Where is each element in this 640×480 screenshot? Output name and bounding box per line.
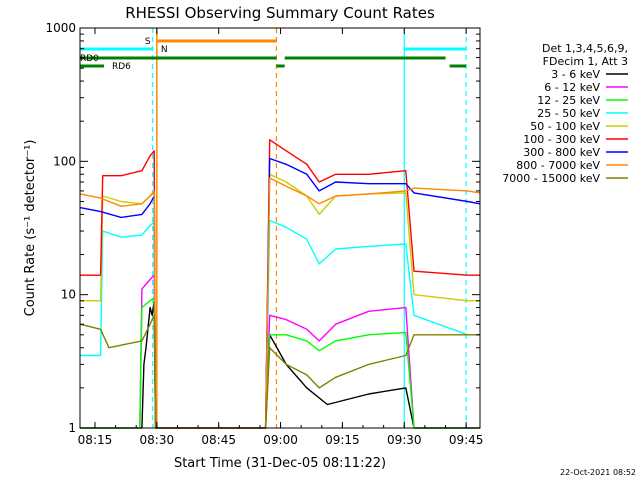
legend-label-6: 300 - 800 keV <box>523 146 600 159</box>
series-line-7 <box>79 177 481 429</box>
x-tick-label-4: 09:15 <box>325 433 360 447</box>
y-tick-label-3: 1000 <box>45 21 76 35</box>
y-axis-label: Count Rate (s⁻¹ detector⁻¹) <box>23 140 38 317</box>
legend-label-7: 800 - 7000 keV <box>516 159 600 172</box>
x-tick-label-5: 09:30 <box>387 433 422 447</box>
plot-frame <box>79 27 481 429</box>
x-axis-ticks: 08:15 08:30 08:45 09:00 09:15 09:30 09:45 <box>78 28 484 447</box>
flag-label-s: S <box>145 37 151 47</box>
y-axis-ticks: 1 10 100 1000 <box>45 21 480 435</box>
y-tick-label-0: 1 <box>68 421 76 435</box>
x-tick-label-3: 09:00 <box>263 433 298 447</box>
legend-header-0: Det 1,3,4,5,6,9, <box>542 42 628 55</box>
series-line-6 <box>79 157 481 429</box>
series-line-1 <box>80 274 480 429</box>
x-axis-label: Start Time (31-Dec-05 08:11:22) <box>174 456 386 471</box>
legend: Det 1,3,4,5,6,9,FDecim 1, Att 33 - 6 keV… <box>502 42 628 185</box>
legend-header-1: FDecim 1, Att 3 <box>543 55 628 68</box>
flag-label-n: N <box>161 45 168 55</box>
legend-label-8: 7000 - 15000 keV <box>502 172 600 185</box>
legend-label-4: 50 - 100 keV <box>530 120 600 133</box>
legend-label-0: 3 - 6 keV <box>551 68 600 81</box>
series-line-5 <box>80 139 480 429</box>
legend-label-3: 25 - 50 keV <box>537 107 600 120</box>
x-tick-label-0: 08:15 <box>78 433 113 447</box>
flag-label-rd0: RD0 <box>80 54 99 64</box>
legend-label-1: 6 - 12 keV <box>544 81 600 94</box>
x-tick-label-6: 09:45 <box>449 433 484 447</box>
series-line-8 <box>79 314 480 429</box>
x-tick-label-1: 08:30 <box>140 433 175 447</box>
x-tick-label-2: 08:45 <box>201 433 236 447</box>
chart-title: RHESSI Observing Summary Count Rates <box>125 4 435 22</box>
legend-label-5: 100 - 300 keV <box>523 133 600 146</box>
flag-label-rd6: RD6 <box>112 62 131 72</box>
footer-date: 22-Oct-2021 08:52 <box>560 468 636 477</box>
y-tick-label-1: 10 <box>61 288 76 302</box>
series-line-2 <box>80 296 480 429</box>
y-tick-label-2: 100 <box>53 154 76 168</box>
chart-marks: SN RD0 RD6 <box>79 28 481 429</box>
legend-label-2: 12 - 25 keV <box>537 94 600 107</box>
